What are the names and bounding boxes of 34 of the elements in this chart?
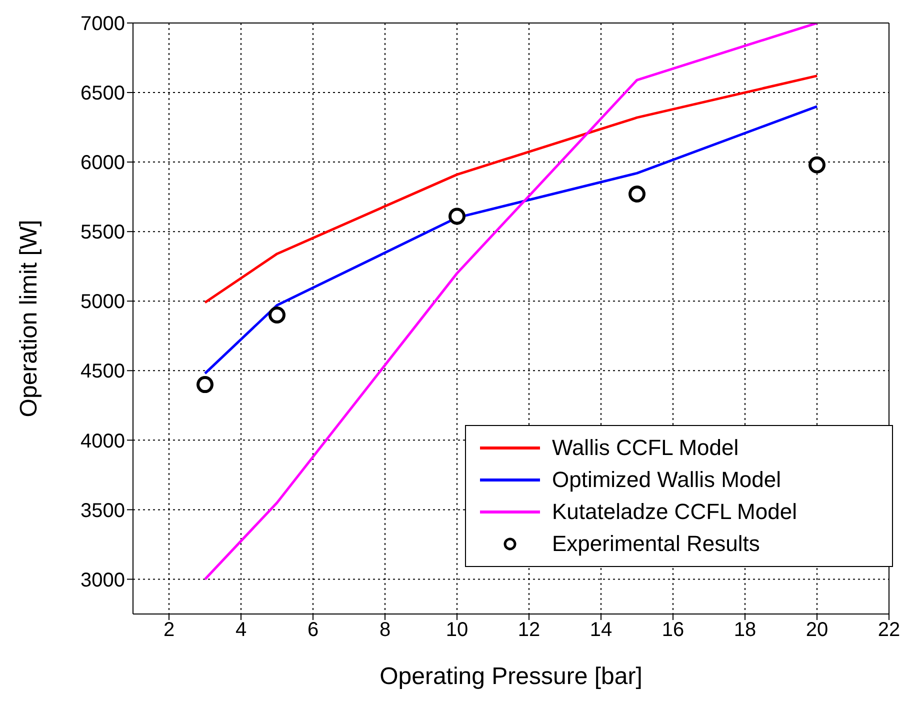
x-tick-label: 16	[662, 619, 684, 642]
point	[808, 156, 826, 174]
y-tick-label: 4000	[80, 430, 125, 452]
point	[448, 208, 466, 225]
point	[628, 186, 646, 203]
line-series	[204, 105, 818, 375]
y-tick-label: 7000	[80, 13, 125, 36]
x-tick-label: 4	[235, 619, 247, 642]
line-series	[204, 23, 818, 580]
x-tick-label: 10	[446, 619, 468, 642]
y-tick-label: 3000	[80, 569, 125, 592]
y-tick-label: 4500	[80, 360, 125, 383]
y-tick-label: 3500	[80, 500, 125, 522]
x-tick-label: 2	[163, 619, 175, 642]
y-tick-label: 6500	[80, 82, 125, 105]
x-tick-label: 22	[878, 619, 900, 642]
x-tick-label: 18	[734, 619, 756, 642]
point	[268, 306, 286, 324]
y-tick-label: 5500	[80, 222, 125, 244]
legend-label: Wallis CCFL Model	[552, 435, 739, 461]
y-tick-label: 5000	[80, 291, 125, 314]
legend-label: Experimental Results	[552, 531, 760, 557]
x-tick-label: 6	[307, 619, 319, 642]
x-tick-label: 12	[518, 619, 540, 642]
x-axis-title: Operating Pressure [bar]	[380, 663, 642, 690]
y-tick-label: 6000	[80, 152, 125, 174]
x-tick-label: 14	[590, 619, 612, 642]
y-axis-title: Operation limit [W]	[16, 220, 43, 418]
legend-label: Kutateladze CCFL Model	[552, 499, 797, 525]
legend-label: Optimized Wallis Model	[552, 467, 782, 493]
point	[196, 376, 214, 394]
line-series	[204, 74, 818, 304]
x-tick-label: 20	[806, 619, 828, 642]
x-tick-label: 8	[379, 619, 391, 642]
